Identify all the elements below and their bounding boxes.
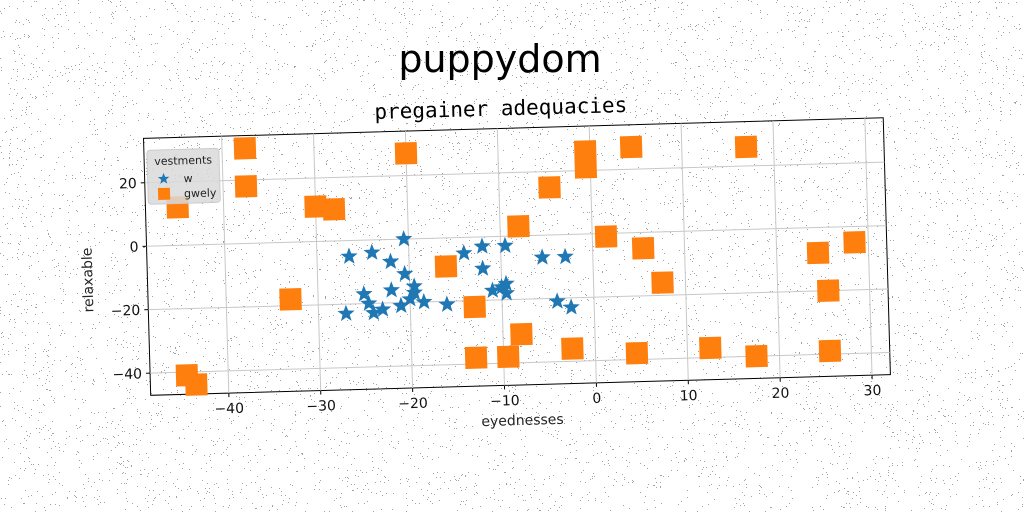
point-square [510,322,533,346]
point-star [562,298,580,315]
point-square [734,135,758,159]
figure-suptitle: puppydom [398,37,601,81]
plot-area [143,117,891,396]
point-square [745,344,768,368]
point-star [556,247,574,265]
point-square [699,336,722,360]
x-tick-label: −10 [490,393,520,410]
y-gridline [148,288,889,311]
x-gridline [496,128,505,386]
chart-axes-group: pregainer adequacies −40 −30 −20 −10 0 10 20 30… [80,93,891,430]
point-star [363,243,381,261]
point-square [496,345,520,369]
data-points [166,135,866,396]
x-gridline [680,123,689,381]
point-star [497,274,515,292]
x-ticks: −40 −30 −20 −10 0 10 20 30 [214,375,882,418]
point-star [548,292,566,309]
legend-label: gwely [184,186,217,200]
point-star [381,252,400,270]
point-square [507,215,530,238]
y-axis-label: relaxable [80,247,98,312]
point-square [806,241,830,265]
point-star [497,284,516,301]
point-star [355,285,373,302]
point-square [651,271,674,294]
x-gridline [221,136,230,394]
point-star [474,259,492,277]
point-star [438,295,456,312]
point-square [434,255,458,278]
legend-marker [157,187,171,201]
x-axis-label: eyednesses [481,412,564,430]
gridlines [144,118,890,394]
point-square [279,288,302,311]
point-star [395,230,413,247]
x-tick-label: 10 [680,388,698,404]
legend-title: vestments [154,153,212,168]
legend-marker [157,172,170,184]
point-star [496,236,514,254]
x-tick-label: 20 [771,385,789,401]
x-gridline [313,133,322,391]
x-tick-label: −20 [398,396,428,413]
point-square [304,195,327,218]
point-star [415,292,433,310]
x-tick-label: −40 [214,401,244,418]
y-ticks: −40 −20 0 20 [111,176,151,383]
x-gridline [772,120,781,378]
x-tick-label: 30 [863,383,881,399]
y-gridline [144,161,885,184]
y-tick-label: −40 [112,366,142,383]
point-star [374,300,392,317]
point-square [463,295,486,319]
y-tick-label: 20 [119,176,137,192]
point-square [322,197,346,221]
point-square [625,341,649,365]
point-star [405,283,423,301]
x-tick-label: −30 [306,398,336,415]
point-square [594,225,618,248]
point-square [619,135,643,159]
x-tick-label: 0 [592,391,601,407]
point-star [340,247,358,264]
x-gridline [404,131,414,389]
point-star [382,281,400,298]
point-square [561,337,584,360]
point-square [843,231,866,254]
point-star [337,304,355,322]
legend-label: w [183,172,192,185]
point-square [394,141,418,165]
point-star [392,296,410,314]
point-square [574,156,598,179]
y-tick-label: 0 [129,239,138,255]
point-square [185,373,208,396]
point-square [233,136,257,160]
point-star [455,244,473,261]
point-star [473,237,491,254]
point-square [234,175,258,198]
point-square [631,236,655,260]
y-gridline [150,351,890,374]
point-square [816,279,840,302]
point-star [396,264,414,282]
point-star [533,248,551,265]
point-square [538,176,561,199]
x-gridline [864,118,873,376]
point-square [818,339,842,363]
y-tick-label: −20 [111,303,141,320]
chart-title: pregainer adequacies [374,93,627,124]
point-square [464,346,488,369]
